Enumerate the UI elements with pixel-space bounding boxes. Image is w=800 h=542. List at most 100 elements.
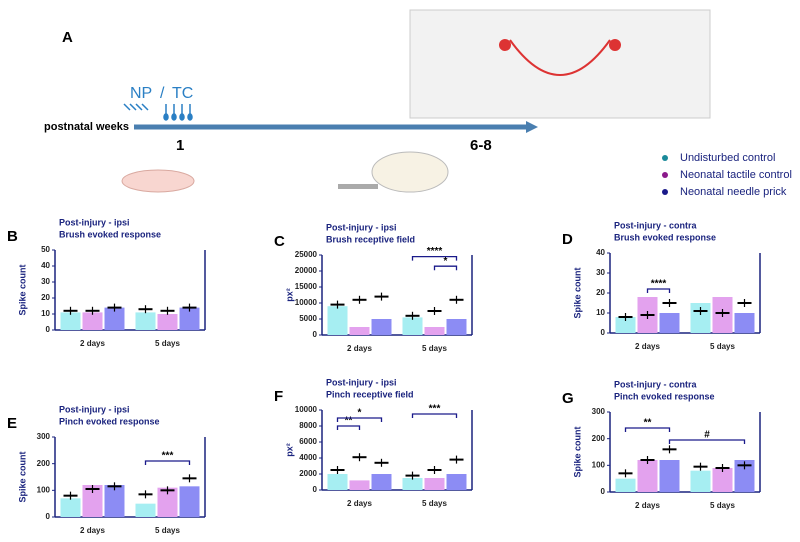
panel-subtitle: Pinch evoked response bbox=[59, 416, 160, 426]
panel-letter: G bbox=[562, 390, 574, 407]
bar bbox=[349, 327, 370, 335]
y-tick-label: 30 bbox=[596, 268, 605, 277]
significance-bracket bbox=[336, 425, 361, 430]
bar bbox=[734, 313, 755, 333]
significance-label: *** bbox=[162, 451, 174, 462]
np-label: NP bbox=[130, 85, 152, 102]
y-tick-label: 300 bbox=[592, 407, 606, 416]
significance-label: *** bbox=[429, 404, 441, 415]
x-tick-label: 2 days bbox=[80, 526, 105, 535]
significance-label: **** bbox=[427, 246, 443, 257]
slash: / bbox=[160, 85, 165, 102]
bar bbox=[179, 307, 200, 330]
bar bbox=[446, 474, 467, 490]
bar bbox=[327, 474, 348, 490]
panel-title: Post-injury - ipsi bbox=[326, 222, 397, 232]
y-tick-label: 0 bbox=[46, 325, 51, 334]
bar bbox=[690, 470, 711, 492]
y-axis-label: Spike count bbox=[572, 426, 582, 477]
y-tick-label: 40 bbox=[596, 248, 605, 257]
panel-title: Post-injury - ipsi bbox=[326, 377, 397, 387]
panel-letter: B bbox=[7, 228, 18, 245]
panel-subtitle: Brush evoked response bbox=[59, 229, 161, 239]
bar bbox=[349, 480, 370, 490]
bar bbox=[424, 327, 445, 335]
y-tick-label: 25000 bbox=[295, 250, 318, 259]
significance-label: ** bbox=[345, 416, 353, 427]
significance-label: ** bbox=[644, 418, 652, 429]
neuron bbox=[499, 39, 511, 51]
significance-bracket bbox=[144, 460, 191, 465]
pathway bbox=[509, 39, 611, 76]
spinal-diagram bbox=[409, 9, 711, 119]
tc-label: TC bbox=[172, 85, 193, 102]
panel-subtitle: Pinch receptive field bbox=[326, 389, 414, 399]
y-tick-label: 0 bbox=[601, 328, 606, 337]
bar bbox=[135, 503, 156, 517]
bar bbox=[424, 478, 445, 490]
legend-label: Undisturbed control bbox=[680, 152, 775, 164]
rat-illustration bbox=[371, 151, 449, 193]
y-tick-label: 15000 bbox=[295, 282, 318, 291]
legend-label: Neonatal tactile control bbox=[680, 169, 792, 181]
y-tick-label: 100 bbox=[37, 485, 51, 494]
y-tick-label: 200 bbox=[37, 459, 51, 468]
panel-subtitle: Brush evoked response bbox=[614, 232, 716, 242]
x-tick-label: 5 days bbox=[710, 342, 735, 351]
significance-label: **** bbox=[651, 279, 667, 290]
y-tick-label: 10000 bbox=[295, 405, 318, 414]
y-tick-label: 20 bbox=[596, 288, 605, 297]
y-tick-label: 200 bbox=[592, 434, 606, 443]
legend-marker bbox=[662, 155, 668, 161]
y-tick-label: 5000 bbox=[299, 314, 317, 323]
bar bbox=[327, 306, 348, 335]
bar bbox=[179, 486, 200, 517]
week-end: 6-8 bbox=[470, 137, 492, 154]
significance-bracket bbox=[411, 413, 458, 418]
bar bbox=[734, 460, 755, 492]
significance-bracket bbox=[646, 288, 671, 293]
x-tick-label: 2 days bbox=[80, 339, 105, 348]
stimuli-icons bbox=[123, 103, 193, 121]
panel-title: Post-injury - ipsi bbox=[59, 404, 130, 414]
bar bbox=[637, 460, 658, 492]
panel-title: Post-injury - ipsi bbox=[59, 217, 130, 227]
x-tick-label: 5 days bbox=[710, 501, 735, 510]
y-tick-label: 40 bbox=[41, 261, 50, 270]
y-axis-label: px² bbox=[284, 443, 294, 457]
significance-label: * bbox=[444, 256, 448, 267]
x-tick-label: 2 days bbox=[347, 344, 372, 353]
y-tick-label: 20 bbox=[41, 293, 50, 302]
panel-title: Post-injury - contra bbox=[614, 220, 698, 230]
legend-marker bbox=[662, 189, 668, 195]
panel-subtitle: Brush receptive field bbox=[326, 234, 415, 244]
bar bbox=[446, 319, 467, 335]
pup-illustration bbox=[121, 169, 195, 193]
bar bbox=[615, 317, 636, 333]
x-tick-label: 5 days bbox=[422, 344, 447, 353]
x-tick-label: 5 days bbox=[155, 339, 180, 348]
panel-letter: C bbox=[274, 233, 285, 250]
bar bbox=[371, 319, 392, 335]
y-tick-label: 0 bbox=[46, 512, 51, 521]
bar bbox=[659, 313, 680, 333]
y-axis-label: px² bbox=[284, 288, 294, 302]
bar bbox=[60, 312, 81, 330]
y-axis-label: Spike count bbox=[17, 451, 27, 502]
bar bbox=[402, 478, 423, 490]
y-tick-label: 30 bbox=[41, 277, 50, 286]
bar bbox=[82, 312, 103, 330]
x-tick-label: 5 days bbox=[155, 526, 180, 535]
bar bbox=[712, 468, 733, 492]
bar bbox=[135, 312, 156, 330]
significance-bracket bbox=[668, 439, 746, 444]
y-tick-label: 300 bbox=[37, 432, 51, 441]
panel-letter: A bbox=[62, 29, 73, 46]
neuron bbox=[609, 39, 621, 51]
significance-bracket bbox=[433, 265, 458, 271]
panel-title: Post-injury - contra bbox=[614, 379, 698, 389]
rat-tail bbox=[338, 184, 378, 189]
y-tick-label: 0 bbox=[313, 485, 318, 494]
bar bbox=[104, 307, 125, 330]
